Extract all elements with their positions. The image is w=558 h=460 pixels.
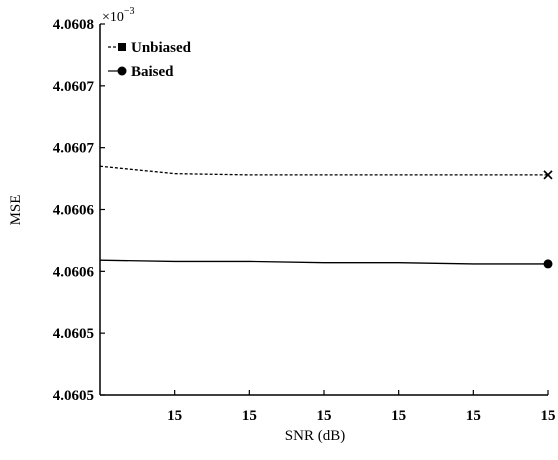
y-tick-label: 4.0607 <box>53 79 95 95</box>
x-tick-label: 15 <box>242 408 257 424</box>
legend-marker-square <box>118 43 126 51</box>
y-tick-label: 4.0606 <box>53 264 95 280</box>
legend-item-unbiased: Unbiased <box>108 40 192 56</box>
legend-label-baised: Baised <box>131 64 174 80</box>
x-tick-label: 15 <box>167 408 182 424</box>
series-end-marker-baised <box>543 259 553 269</box>
series-line-unbiased <box>99 165 548 176</box>
x-tick-label: 15 <box>466 408 481 424</box>
series-end-marker-unbiased <box>543 170 553 180</box>
y-axis-ticks: 4.0605 4.0605 4.0606 4.0606 4.0607 4.0607 4.06… <box>53 17 105 404</box>
series-layer <box>99 165 553 269</box>
x-tick-label: 15 <box>391 408 406 424</box>
y-tick-label: 4.0608 <box>53 17 94 33</box>
series-line-baised <box>99 259 548 265</box>
plot-background <box>100 24 548 395</box>
x-tick-label: 15 <box>541 408 556 424</box>
legend-label-unbiased: Unbiased <box>131 40 192 56</box>
legend-item-baised: Baised <box>108 64 174 80</box>
y-tick-label: 4.0605 <box>53 388 94 404</box>
y-tick-label: 4.0607 <box>53 141 95 157</box>
x-axis-label: SNR (dB) <box>285 428 345 444</box>
plot-area <box>99 24 548 396</box>
legend-marker-circle <box>117 66 127 76</box>
y-tick-label: 4.0605 <box>53 326 94 342</box>
x-tick-label: 15 <box>317 408 332 424</box>
y-tick-label: 4.0606 <box>53 203 95 219</box>
y-exponent-label: ×10−3 <box>102 6 135 25</box>
legend: Unbiased Baised <box>108 40 192 80</box>
x-axis-ticks: 15 15 15 15 15 15 <box>167 390 556 424</box>
y-axis-label: MSE <box>8 195 24 226</box>
